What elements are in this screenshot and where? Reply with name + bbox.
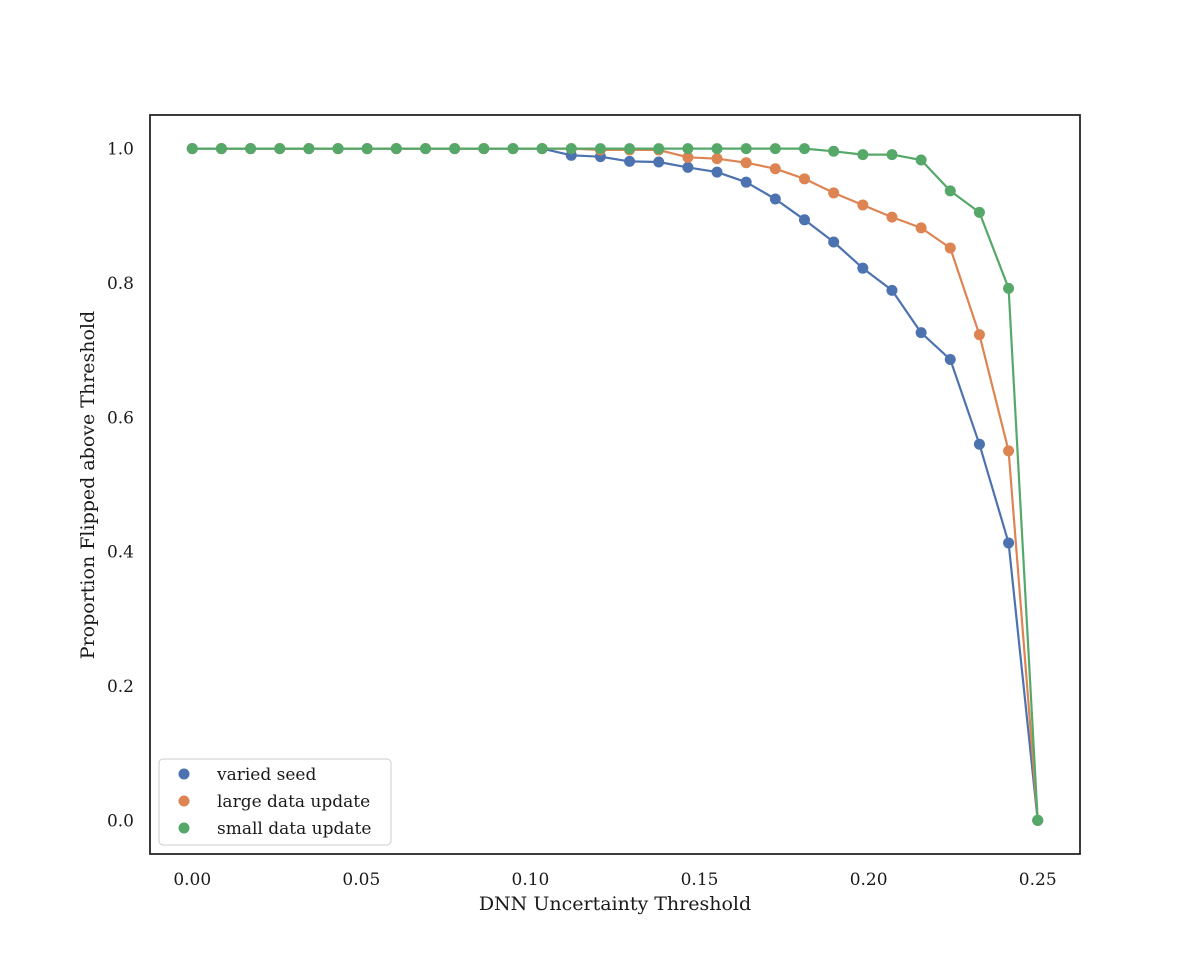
series-layer [186, 143, 1044, 826]
data-point [332, 143, 344, 155]
data-point [798, 143, 810, 155]
data-point [740, 157, 752, 169]
data-point [973, 329, 985, 341]
x-tick-label: 0.00 [173, 870, 211, 890]
data-point [653, 156, 665, 168]
data-point [798, 214, 810, 226]
data-point [798, 173, 810, 185]
series-group [186, 143, 1044, 826]
data-point [186, 143, 198, 155]
data-point [915, 154, 927, 166]
data-point [215, 143, 227, 155]
x-tick-label: 0.05 [342, 870, 380, 890]
data-point [944, 242, 956, 254]
data-point [594, 143, 606, 155]
data-point [245, 143, 257, 155]
legend: varied seed large data update small data u… [158, 758, 392, 846]
data-point [857, 262, 869, 274]
x-axis-ticks: 0.00 0.05 0.10 0.15 0.20 0.25 [173, 870, 1056, 890]
data-point [653, 143, 665, 155]
data-point [973, 206, 985, 218]
data-point [420, 143, 432, 155]
data-point [857, 199, 869, 211]
data-point [769, 193, 781, 205]
data-point [828, 145, 840, 157]
legend-marker [178, 795, 190, 807]
data-point [828, 236, 840, 248]
data-point [1003, 282, 1015, 294]
data-point [1032, 814, 1044, 826]
y-tick-label: 0.2 [107, 677, 134, 697]
plot-area [149, 114, 1081, 855]
y-tick-label: 0.4 [107, 543, 134, 563]
data-point [740, 176, 752, 188]
data-point [1003, 537, 1015, 549]
data-point [769, 143, 781, 155]
data-point [478, 143, 490, 155]
data-point [303, 143, 315, 155]
data-point [682, 151, 694, 163]
x-tick-label: 0.20 [850, 870, 888, 890]
x-tick-label: 0.15 [681, 870, 719, 890]
legend-label: varied seed [216, 765, 316, 785]
legend-box [158, 758, 392, 846]
data-point [886, 284, 898, 296]
data-point [274, 143, 286, 155]
data-point [857, 149, 869, 161]
y-tick-label: 1.0 [107, 140, 134, 160]
data-point [390, 143, 402, 155]
y-tick-label: 0.6 [107, 408, 134, 428]
data-point [828, 187, 840, 199]
legend-marker [178, 768, 190, 780]
y-axis-ticks: 0.0 0.2 0.4 0.6 0.8 1.0 [107, 140, 134, 832]
x-tick-label: 0.10 [512, 870, 550, 890]
x-axis-label: DNN Uncertainty Threshold [479, 893, 751, 915]
y-axis-label: Proportion Flipped above Threshold [77, 311, 99, 659]
data-point [740, 143, 752, 155]
legend-marker [178, 822, 190, 834]
data-point [536, 143, 548, 155]
data-point [682, 143, 694, 155]
data-point [1003, 445, 1015, 457]
data-point [886, 149, 898, 161]
data-point [886, 211, 898, 223]
data-point [624, 155, 636, 167]
data-point [711, 166, 723, 178]
data-point [973, 438, 985, 450]
data-point [449, 143, 461, 155]
data-point [711, 143, 723, 155]
data-point [624, 143, 636, 155]
data-point [915, 222, 927, 234]
data-point [682, 161, 694, 173]
data-point [915, 327, 927, 339]
y-tick-label: 0.8 [107, 274, 134, 294]
data-point [565, 143, 577, 155]
data-point [769, 163, 781, 175]
legend-label: large data update [217, 792, 370, 812]
y-tick-label: 0.0 [107, 811, 134, 831]
data-point [711, 153, 723, 165]
legend-label: small data update [217, 819, 371, 839]
data-point [944, 354, 956, 366]
x-tick-label: 0.25 [1019, 870, 1057, 890]
data-point [944, 185, 956, 197]
data-point [361, 143, 373, 155]
data-point [507, 143, 519, 155]
